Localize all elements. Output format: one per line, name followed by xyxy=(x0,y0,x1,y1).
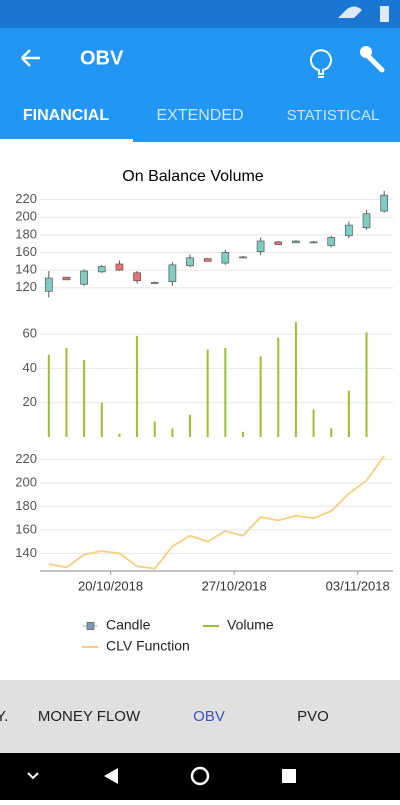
y-tick-label: 160 xyxy=(15,244,37,259)
candle-body xyxy=(309,241,318,244)
volume-bar xyxy=(259,356,262,437)
legend-icon xyxy=(86,622,95,630)
legend-label: CLV Function xyxy=(106,638,190,654)
candle-body xyxy=(292,240,300,244)
y-tick-label: 220 xyxy=(15,451,37,466)
candle-body xyxy=(62,276,71,281)
volume-bar xyxy=(189,414,192,437)
candle-body xyxy=(362,213,371,229)
nav-back[interactable] xyxy=(104,768,118,784)
legend-label: Candle xyxy=(106,617,151,633)
candle-body xyxy=(274,241,283,245)
battery-icon xyxy=(380,6,389,22)
nav-home[interactable] xyxy=(190,766,210,786)
volume-bar xyxy=(171,428,174,437)
volume-bar xyxy=(312,409,315,437)
app-title: OBV xyxy=(80,47,124,69)
bottom-tab[interactable]: PVO xyxy=(297,708,329,725)
chart-title: On Balance Volume xyxy=(122,168,264,185)
volume-bar xyxy=(47,354,50,437)
candle-body xyxy=(168,264,177,282)
y-tick-label: 200 xyxy=(15,474,37,489)
candle-body xyxy=(203,258,212,262)
tab-indicator xyxy=(0,139,133,142)
volume-bar xyxy=(118,433,121,437)
volume-bar xyxy=(241,431,244,437)
y-tick-label: 60 xyxy=(23,326,37,341)
candle-body xyxy=(80,270,88,285)
clv-line xyxy=(48,455,385,570)
back-button[interactable] xyxy=(21,49,40,67)
candle-body xyxy=(186,257,194,267)
wifi-icon xyxy=(338,6,362,18)
candle-body xyxy=(44,277,53,292)
y-tick-label: 140 xyxy=(15,262,37,277)
candle-body xyxy=(256,240,265,252)
tab[interactable]: FINANCIAL xyxy=(23,107,109,124)
volume-bar xyxy=(294,322,297,437)
candle-body xyxy=(221,252,230,264)
candle-body xyxy=(327,237,336,246)
y-tick-label: 120 xyxy=(15,279,37,294)
nav-recent[interactable] xyxy=(282,769,296,783)
candle-body xyxy=(239,256,247,259)
volume-bar xyxy=(153,421,156,437)
x-tick-label: 20/10/2018 xyxy=(78,578,143,593)
legend-label: Volume xyxy=(227,617,274,633)
y-tick-label: 20 xyxy=(23,394,37,409)
bottom-tab[interactable]: MONEY FLOW xyxy=(38,708,141,725)
volume-bar xyxy=(100,402,103,437)
y-tick-label: 160 xyxy=(15,521,37,536)
settings-button-head xyxy=(360,46,372,58)
y-tick-label: 180 xyxy=(15,226,37,241)
y-tick-label: 200 xyxy=(15,209,37,224)
y-tick-label: 180 xyxy=(15,498,37,513)
candle-body xyxy=(345,224,353,237)
y-tick-label: 40 xyxy=(23,360,37,375)
candle-body xyxy=(150,282,159,284)
volume-bar xyxy=(65,347,68,437)
volume-bar xyxy=(347,390,350,437)
candle-body xyxy=(133,272,141,282)
bulb-button[interactable] xyxy=(310,49,332,78)
status-bar xyxy=(0,0,400,28)
volume-bar xyxy=(330,428,333,437)
volume-bar xyxy=(83,359,86,437)
volume-bar xyxy=(206,349,209,437)
tab[interactable]: STATISTICAL xyxy=(287,107,380,124)
volume-bar xyxy=(277,337,280,437)
nav-down[interactable] xyxy=(27,772,39,780)
candle-body xyxy=(97,266,106,273)
tab[interactable]: EXTENDED xyxy=(156,107,243,124)
bottom-tab[interactable]: Y. xyxy=(0,708,8,725)
candle-body xyxy=(380,194,389,212)
volume-bar xyxy=(136,335,139,437)
app-bar xyxy=(0,28,400,142)
volume-bar xyxy=(224,347,227,437)
candle-body xyxy=(115,263,124,271)
y-tick-label: 220 xyxy=(15,191,37,206)
x-tick-label: 03/11/2018 xyxy=(326,578,390,593)
bottom-tab-bar xyxy=(0,680,400,753)
nav-bar xyxy=(0,753,400,800)
bottom-tab[interactable]: OBV xyxy=(193,708,225,725)
x-tick-label: 27/10/2018 xyxy=(202,578,267,593)
volume-bar xyxy=(365,332,368,437)
y-tick-label: 140 xyxy=(15,545,37,560)
